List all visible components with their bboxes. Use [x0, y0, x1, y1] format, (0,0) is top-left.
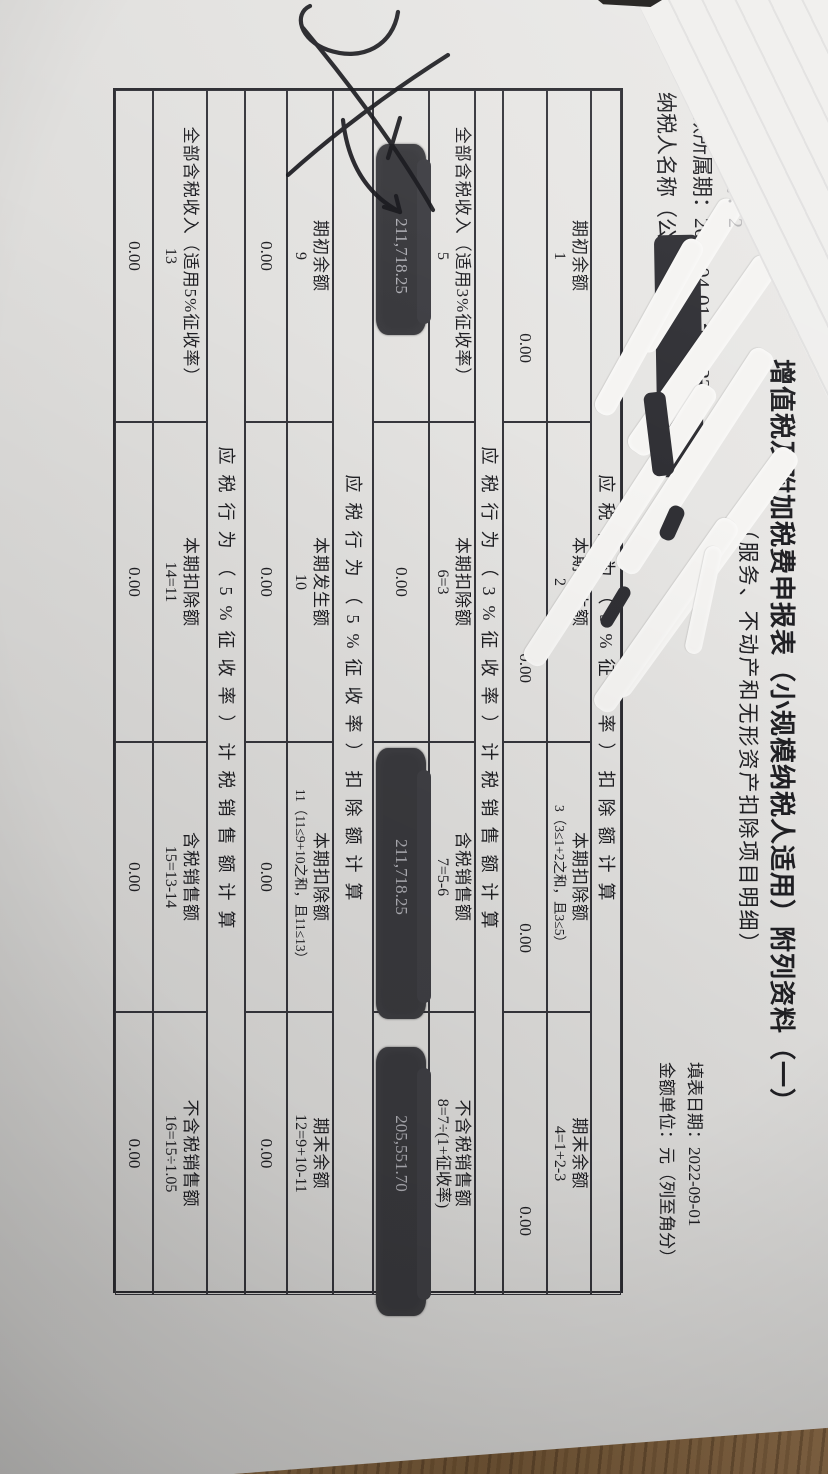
fill-date-label: 填表日期： [685, 1062, 704, 1147]
fill-date-value: 2022-09-01 [685, 1147, 704, 1227]
fill-date-line: 填表日期：2022-09-01 [680, 1062, 708, 1266]
amount-unit-line: 金额单位：元（列至角分） [652, 1062, 680, 1266]
cell-amount: 0.00 [125, 241, 144, 271]
pen-scribble-annotation [285, 3, 451, 215]
header-label: 本期扣除额 [453, 537, 472, 627]
cell-amount: 0.00 [516, 923, 535, 953]
header-item-number: 3（3≤1+2之和，且3≤5） [552, 805, 567, 949]
cell-amount: 0.00 [125, 862, 144, 892]
header-cell: 本期扣除额 6=3 [429, 422, 475, 742]
meta-right-block: 填表日期：2022-09-01 金额单位：元（列至角分） [652, 1062, 708, 1266]
header-cell: 期末余额 12=9+10-11 [287, 1012, 333, 1295]
section-title-cell: 应税行为（5%征收率）计税销售额计算 [207, 90, 245, 1295]
header-item-number: 12=9+10-11 [292, 1114, 309, 1193]
cell-amount: 0.00 [257, 567, 276, 597]
header-cell: 全部含税收入（适用5%征收率） 13 [153, 90, 207, 422]
header-cell: 本期扣除额 14=11 [153, 422, 207, 742]
value-cell: 0.00 [503, 1012, 547, 1295]
cell-amount: 0.00 [516, 1206, 535, 1236]
header-item-number: 6=3 [434, 569, 451, 595]
header-label: 期初余额 [570, 220, 589, 292]
value-cell: 205,551.70 [373, 1012, 429, 1316]
header-label: 本期扣除额 [181, 537, 200, 627]
header-item-number: 4=1+2-3 [551, 1125, 568, 1182]
value-cell: 0.00 [245, 742, 287, 1012]
header-cell: 本期扣除额 3（3≤1+2之和，且3≤5） [547, 742, 591, 1012]
header-item-number: 1 [551, 252, 568, 260]
value-cell: 0.00 [115, 1012, 153, 1295]
header-label: 本期扣除额 [570, 832, 589, 922]
cell-amount: 0.00 [257, 1138, 276, 1169]
header-item-number: 16=15÷1.05 [162, 1114, 179, 1193]
header-label: 期末余额 [570, 1117, 589, 1190]
cell-amount: 0.00 [392, 567, 411, 597]
value-cell: 0.00 [115, 90, 153, 422]
header-cell: 含税销售额 7=5-6 [429, 742, 475, 1012]
header-cell: 含税销售额 15=13-14 [153, 742, 207, 1012]
cell-amount: 205,551.70 [392, 1115, 411, 1192]
header-cell: 本期扣除额 11（11≤9+10之和，且11≤13） [287, 742, 333, 1012]
header-label: 本期扣除额 [311, 832, 330, 922]
cell-amount: 0.00 [125, 567, 144, 597]
value-cell: 0.00 [373, 422, 429, 742]
value-cell: 0.00 [503, 90, 547, 422]
header-cell: 不含税销售额 8=7÷(1+征收率) [429, 1012, 475, 1295]
unit-value: 元（列至角分） [657, 1147, 676, 1266]
background-sliver [598, 0, 662, 7]
header-label: 期末余额 [311, 1117, 330, 1190]
header-cell: 期初余额 1 [547, 90, 591, 422]
value-cell: 0.00 [503, 422, 547, 742]
cell-amount: 0.00 [257, 862, 276, 892]
cell-amount: 0.00 [125, 1138, 144, 1169]
header-cell: 本期发生额 10 [287, 422, 333, 742]
value-cell: 0.00 [245, 1012, 287, 1295]
header-item-number: 15=13-14 [162, 845, 179, 909]
header-item-number: 7=5-6 [434, 857, 451, 897]
header-label: 含税销售额 [181, 832, 200, 922]
header-label: 全部含税收入（适用5%征收率） [181, 126, 200, 386]
header-label: 不含税销售额 [453, 1099, 472, 1208]
cell-amount: 211,718.25 [392, 839, 411, 915]
header-item-number: 10 [292, 574, 309, 590]
header-item-number: 11（11≤9+10之和，且11≤13） [293, 788, 308, 966]
value-cell: 211,718.25 [373, 742, 429, 1020]
header-item-number: 13 [162, 248, 179, 264]
value-cell: 0.00 [503, 742, 547, 1012]
header-item-number: 8=7÷(1+征收率) [434, 1098, 451, 1209]
cell-amount: 0.00 [516, 333, 535, 363]
header-cell: 期末余额 4=1+2-3 [547, 1012, 591, 1295]
value-cell: 0.00 [245, 422, 287, 742]
header-item-number: 14=11 [162, 561, 179, 603]
value-cell: 0.00 [115, 422, 153, 742]
header-cell: 不含税销售额 16=15÷1.05 [153, 1012, 207, 1295]
unit-label: 金额单位： [657, 1062, 676, 1147]
header-label: 含税销售额 [453, 832, 472, 922]
header-label: 本期发生额 [311, 537, 330, 627]
value-cell: 0.00 [115, 742, 153, 1012]
header-label: 不含税销售额 [181, 1099, 200, 1208]
